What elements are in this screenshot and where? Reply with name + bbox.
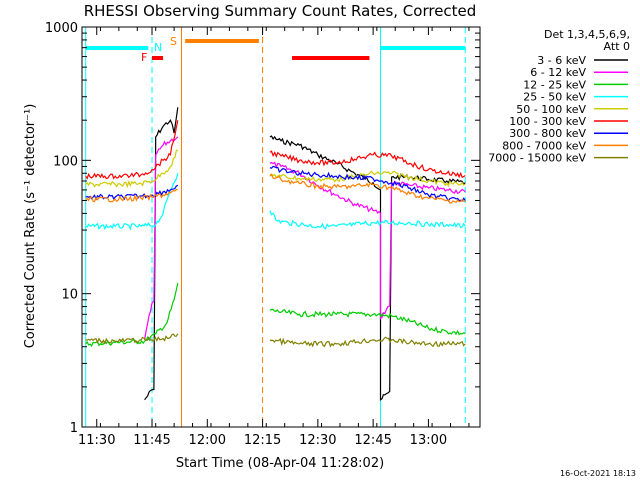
series-line-6-1	[269, 165, 466, 202]
series-line-8-1	[269, 336, 466, 348]
legend-label-1: 6 - 12 keV	[530, 66, 586, 79]
series-line-1-1	[269, 161, 466, 320]
series-line-5-1	[269, 150, 466, 179]
footer-timestamp: 16-Oct-2021 18:13	[560, 469, 636, 478]
flag-label-n: N	[154, 41, 162, 54]
legend-label-2: 12 - 25 keV	[523, 78, 586, 91]
x-tick-label-1: 11:45	[133, 433, 170, 448]
flag-label-s: S	[170, 35, 177, 48]
legend-label-0: 3 - 6 keV	[537, 54, 586, 67]
series-line-7-0	[85, 188, 178, 203]
legend-label-3: 25 - 50 keV	[523, 91, 586, 104]
legend-header-1: Att 0	[604, 40, 630, 53]
series-line-6-0	[85, 184, 179, 201]
legend-label-7: 800 - 7000 keV	[502, 139, 586, 152]
plot-frame	[81, 26, 481, 428]
series-line-8-0	[85, 333, 179, 345]
series-line-2-1	[269, 308, 466, 336]
series-line-0-1	[269, 135, 466, 401]
legend-label-5: 100 - 300 keV	[509, 115, 586, 128]
x-tick-label-0: 11:30	[78, 433, 115, 448]
series-line-3-0	[85, 173, 179, 231]
y-tick-label-2: 100	[53, 154, 78, 169]
legend-header-0: Det 1,3,4,5,6,9,	[544, 28, 630, 41]
chart-title: RHESSI Observing Summary Count Rates, Co…	[84, 2, 477, 20]
series-line-4-0	[85, 149, 179, 189]
y-axis-label: Corrected Count Rate (s⁻¹ detector⁻¹)	[23, 104, 38, 349]
legend-label-6: 300 - 800 keV	[509, 127, 586, 140]
series-line-0-0	[144, 107, 179, 401]
series-line-2-0	[85, 282, 179, 348]
series-line-5-0	[85, 120, 179, 180]
series-line-4-1	[269, 170, 466, 188]
y-tick-label-3: 1000	[45, 21, 78, 36]
series-line-1-0	[144, 136, 179, 340]
x-tick-label-5: 12:45	[354, 433, 391, 448]
x-tick-label-2: 12:00	[189, 433, 226, 448]
x-tick-label-6: 13:00	[410, 433, 447, 448]
x-tick-label-4: 12:30	[299, 433, 336, 448]
series-line-3-1	[269, 210, 466, 230]
series-line-7-1	[269, 173, 466, 204]
y-tick-label-0: 1	[70, 421, 78, 436]
x-axis-label: Start Time (08-Apr-04 11:28:02)	[176, 456, 384, 471]
y-tick-label-1: 10	[61, 288, 78, 303]
flag-label-f: F	[141, 51, 147, 64]
x-tick-label-3: 12:15	[244, 433, 281, 448]
legend-label-4: 50 - 100 keV	[516, 103, 586, 116]
legend-label-8: 7000 - 15000 keV	[488, 152, 586, 165]
